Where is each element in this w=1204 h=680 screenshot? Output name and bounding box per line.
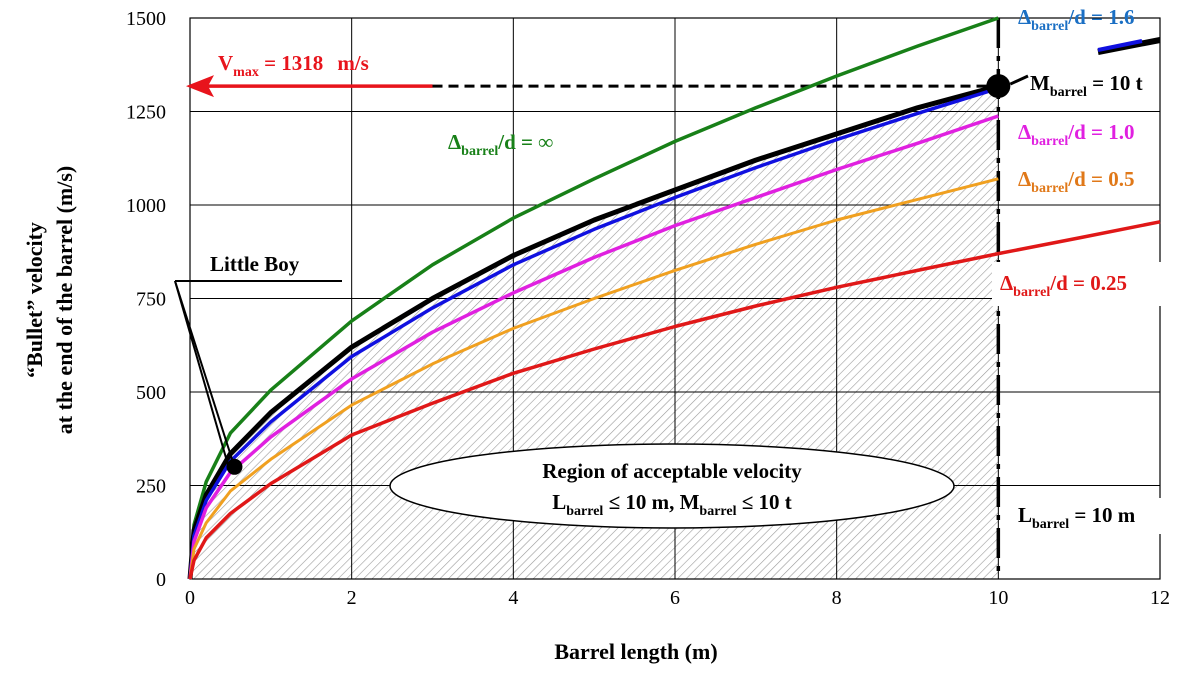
label-lbarrel-bg bbox=[1010, 498, 1190, 534]
y-axis-title-line1: “Bullet” velocity bbox=[22, 222, 47, 378]
label-d-0-25-bg bbox=[992, 262, 1192, 306]
label-mbarrel: Mbarrel = 10 t bbox=[1030, 71, 1143, 100]
series-line-d16 bbox=[188, 86, 999, 580]
vmax-arrow-head bbox=[186, 75, 214, 98]
x-tick-label: 6 bbox=[670, 587, 680, 609]
x-axis-title: Barrel length (m) bbox=[554, 639, 717, 664]
vmax-label: Vmax = 1318 m/s bbox=[218, 51, 369, 80]
y-axis-title-line2: at the end of the barrel (m/s) bbox=[52, 166, 77, 434]
little-boy-point bbox=[226, 458, 243, 475]
y-tick-label: 1500 bbox=[126, 8, 166, 30]
legend-swatch-blue bbox=[1097, 39, 1143, 52]
x-tick-label: 8 bbox=[832, 587, 842, 609]
label-little-boy: Little Boy bbox=[210, 252, 300, 276]
series-line-d10 bbox=[188, 114, 999, 580]
x-tick-label: 12 bbox=[1150, 587, 1170, 609]
y-tick-label: 1000 bbox=[126, 195, 166, 217]
x-tick-label: 2 bbox=[347, 587, 357, 609]
y-tick-label: 250 bbox=[136, 476, 166, 498]
x-tick-label: 0 bbox=[185, 587, 195, 609]
label-d-inf: Δbarrel/d = ∞ bbox=[448, 130, 553, 159]
series-line-d05 bbox=[188, 177, 999, 580]
label-lbarrel: Lbarrel = 10 m bbox=[1018, 503, 1136, 532]
mbarrel-pointer bbox=[1009, 74, 1029, 86]
series-line-inf bbox=[188, 16, 999, 580]
region-label-line2: Lbarrel ≤ 10 m, Mbarrel ≤ 10 t bbox=[552, 490, 792, 519]
x-tick-label: 4 bbox=[508, 587, 518, 609]
region-ellipse bbox=[389, 443, 955, 529]
x-tick-label: 10 bbox=[988, 587, 1008, 609]
label-d-1-0: Δbarrel/d = 1.0 bbox=[1018, 120, 1134, 149]
label-d-0-5: Δbarrel/d = 0.5 bbox=[1018, 167, 1134, 196]
label-d-1-6: Δbarrel/d = 1.6 bbox=[1018, 5, 1134, 34]
y-tick-label: 500 bbox=[136, 382, 166, 404]
legend-swatch-black bbox=[1097, 37, 1161, 55]
series-line-black bbox=[187, 83, 999, 580]
max-velocity-point bbox=[986, 74, 1011, 99]
region-label-line1: Region of acceptable velocity bbox=[542, 459, 802, 483]
little-boy-pointer-2 bbox=[174, 280, 229, 466]
series-line-d025 bbox=[188, 220, 1161, 580]
label-d-0-25: Δbarrel/d = 0.25 bbox=[1000, 271, 1127, 300]
y-tick-label: 1250 bbox=[126, 102, 166, 124]
y-tick-label: 750 bbox=[136, 289, 166, 311]
y-tick-label: 0 bbox=[156, 569, 166, 591]
